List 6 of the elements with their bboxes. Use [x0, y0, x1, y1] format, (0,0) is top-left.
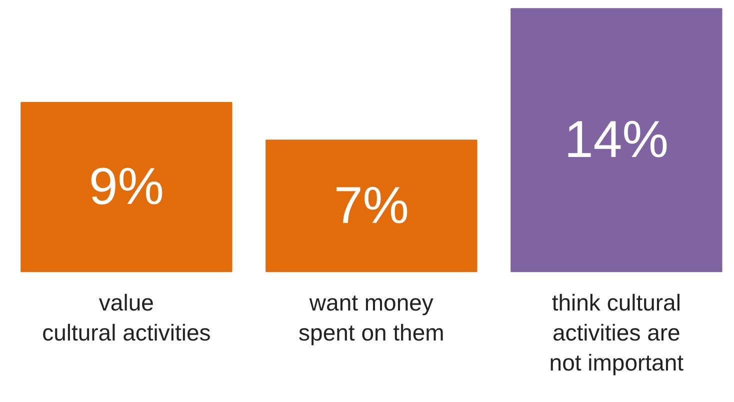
x-tick-label: want money spent on them	[298, 290, 444, 346]
data-label: 9%	[88, 158, 164, 216]
data-label: 7%	[334, 176, 409, 235]
data-label: 14%	[564, 111, 668, 170]
x-tick-label: value cultural activities	[42, 290, 211, 346]
x-tick-label: think cultural activities are not important	[549, 290, 684, 376]
